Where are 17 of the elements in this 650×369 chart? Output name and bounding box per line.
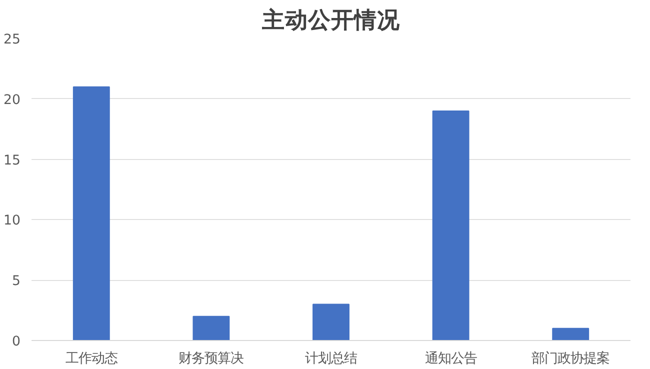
y-tick-label: 5 <box>12 274 21 290</box>
x-tick-label: 计划总结 <box>305 352 357 366</box>
bar <box>552 328 590 340</box>
bar <box>72 86 110 340</box>
x-tick-label: 财务预算决 <box>178 352 244 366</box>
bar <box>192 316 230 340</box>
y-tick-label: 15 <box>4 153 21 168</box>
chart-title: 主动公开情况 <box>261 6 401 34</box>
x-tick-label: 通知公告 <box>424 352 477 366</box>
y-tick-label: 25 <box>4 32 21 48</box>
x-tick-label: 部门政协提案 <box>532 350 610 366</box>
y-tick-label: 20 <box>4 92 21 108</box>
y-tick-label: 10 <box>4 214 21 229</box>
bar <box>432 110 470 340</box>
bar <box>312 304 350 340</box>
y-tick-label: 0 <box>12 334 21 350</box>
x-tick-label: 工作动态 <box>65 352 118 366</box>
